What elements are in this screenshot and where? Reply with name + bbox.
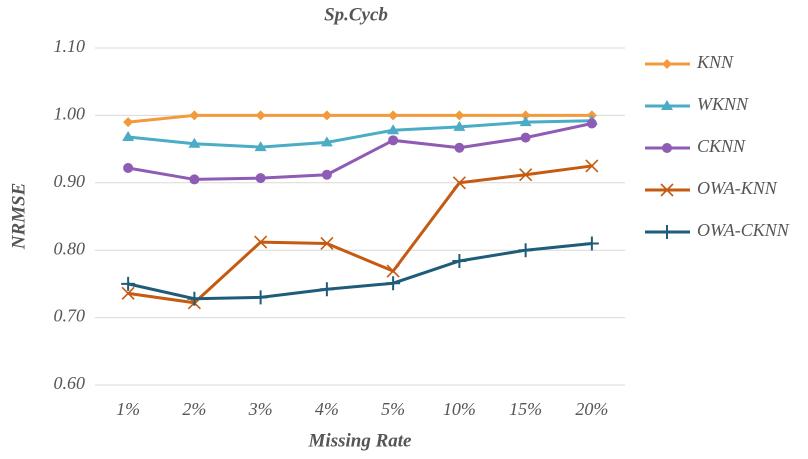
data-point (520, 110, 531, 121)
data-point (388, 135, 399, 146)
data-point (519, 116, 532, 127)
data-point (321, 110, 332, 121)
y-tick-label: 0.80 (54, 238, 86, 258)
data-point (189, 174, 200, 185)
legend-marker (660, 225, 674, 239)
data-point (586, 118, 597, 129)
x-axis-title: Missing Rate (308, 430, 413, 451)
legend-marker (660, 183, 674, 197)
legend-label: OWA-CKNN (697, 220, 790, 240)
data-point (518, 243, 533, 258)
legend-marker (662, 143, 672, 153)
data-point (453, 120, 466, 131)
data-point (253, 290, 268, 305)
data-point (585, 159, 599, 173)
data-point (388, 110, 399, 121)
data-point (321, 169, 332, 180)
x-tick-label: 1% (116, 399, 140, 419)
data-point (255, 173, 266, 184)
x-tick-label: 2% (182, 399, 206, 419)
y-tick-label: 0.90 (54, 171, 86, 191)
y-tick-label: 1.00 (54, 104, 86, 124)
data-point (123, 162, 134, 173)
x-tick-label: 20% (575, 399, 608, 419)
legend-label: WKNN (697, 94, 749, 114)
data-point (123, 117, 134, 128)
y-tick-label: 0.60 (54, 373, 86, 393)
data-point (188, 137, 201, 148)
y-tick-label: 1.10 (54, 36, 86, 56)
legend-label: OWA-KNN (697, 178, 778, 198)
data-point (454, 142, 465, 153)
data-point (520, 132, 531, 143)
data-point (452, 176, 466, 190)
y-tick-label: 0.70 (54, 306, 86, 326)
series-line (127, 164, 593, 305)
data-point (255, 110, 266, 121)
chart-title: Sp.Cycb (324, 4, 388, 25)
data-point (387, 124, 400, 135)
x-tick-label: 3% (248, 399, 273, 419)
data-point (452, 253, 467, 268)
x-tick-label: 10% (443, 399, 476, 419)
x-tick-label: 5% (381, 399, 405, 419)
y-axis-title: NRMSE (8, 183, 29, 251)
data-point (454, 110, 465, 121)
data-point (519, 168, 533, 182)
legend-marker (662, 59, 672, 69)
series-line (127, 241, 593, 301)
data-point (187, 291, 202, 306)
data-point (584, 236, 599, 251)
data-point (319, 282, 334, 297)
data-point (254, 235, 268, 249)
legend-marker (661, 100, 673, 110)
series-line (127, 113, 592, 124)
data-point (320, 136, 333, 147)
x-tick-label: 4% (315, 399, 339, 419)
legend-label: CKNN (697, 136, 746, 156)
series-line (127, 122, 593, 181)
data-point (386, 264, 400, 278)
legend-label: KNN (696, 52, 734, 72)
data-point (254, 141, 267, 152)
series-line (127, 119, 592, 149)
data-point (386, 276, 401, 291)
data-point (121, 276, 136, 291)
data-point (189, 110, 200, 121)
data-point (122, 130, 135, 141)
data-point (320, 236, 334, 251)
data-point (121, 286, 135, 300)
x-tick-label: 15% (509, 399, 542, 419)
